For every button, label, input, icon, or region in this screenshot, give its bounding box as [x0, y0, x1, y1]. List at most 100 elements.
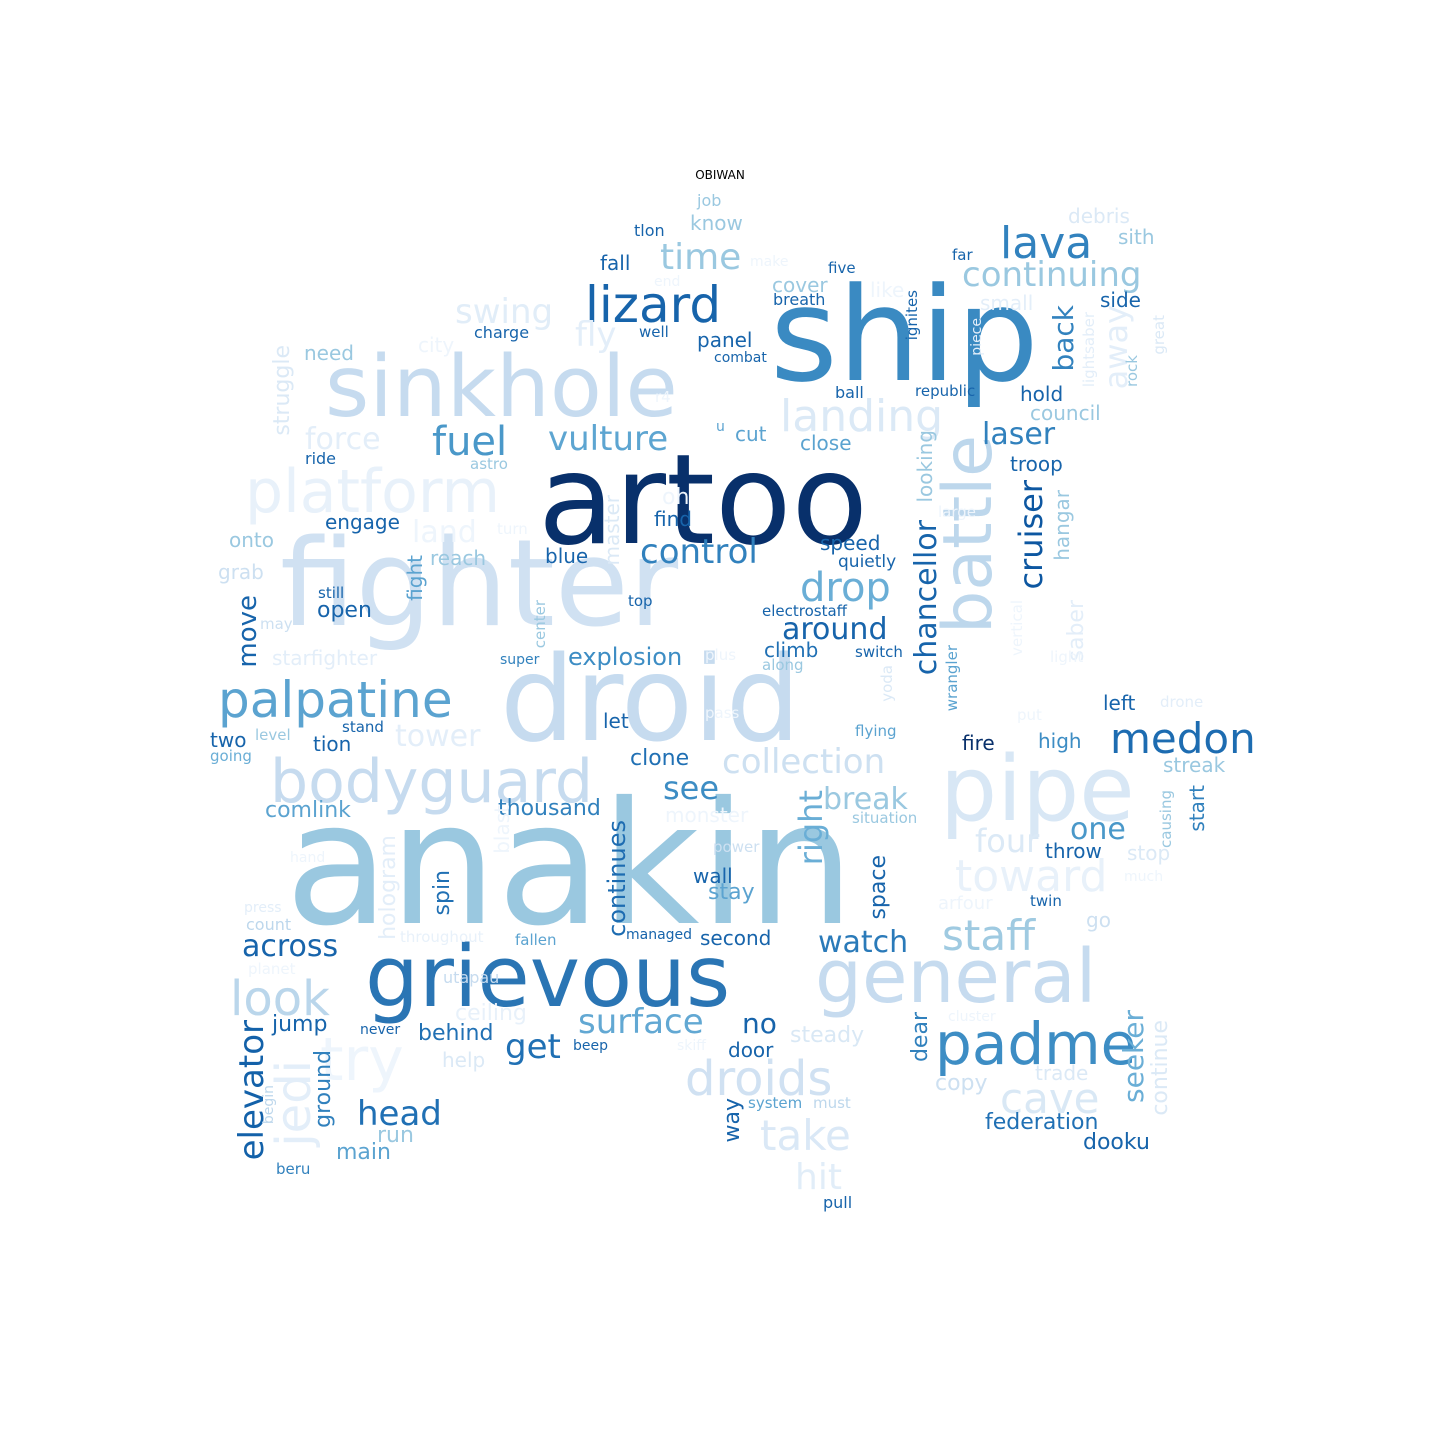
cloud-word: look — [230, 971, 330, 1027]
cloud-word: palpatine — [218, 671, 453, 729]
cloud-word: stop — [1127, 841, 1171, 865]
cloud-word: ignites — [903, 290, 921, 341]
cloud-word: dear — [908, 1012, 933, 1063]
cloud-word: move — [233, 595, 263, 668]
cloud-word: system — [748, 1094, 803, 1112]
cloud-word: stand — [342, 718, 384, 736]
cloud-word: council — [1030, 401, 1101, 425]
cloud-word: end — [654, 274, 681, 290]
cloud-word: cave — [1000, 1074, 1100, 1123]
cloud-word: close — [800, 431, 852, 455]
cloud-word: medon — [1110, 714, 1256, 763]
cloud-word: troop — [1010, 452, 1063, 476]
cloud-word: may — [260, 615, 293, 633]
cloud-word: beep — [573, 1038, 608, 1054]
cloud-word: fly — [575, 315, 617, 355]
cloud-word: much — [1124, 869, 1164, 885]
cloud-word: ceiling — [455, 1001, 527, 1026]
cloud-word: piece — [969, 318, 985, 356]
cloud-word: open — [317, 598, 372, 623]
cloud-word: flying — [855, 722, 897, 740]
cloud-word: looking — [913, 430, 937, 503]
cloud-title: OBIWAN — [695, 168, 745, 182]
cloud-word: throughout — [400, 928, 484, 946]
cloud-word: causing — [1157, 790, 1175, 848]
cloud-word: across — [242, 929, 339, 964]
cloud-word: great — [1150, 315, 1168, 355]
cloud-word: cruiser — [1012, 480, 1050, 590]
cloud-word: around — [782, 612, 888, 647]
cloud-word: oh — [662, 485, 690, 510]
cloud-word: land — [412, 515, 477, 550]
cloud-word: cluster — [948, 1009, 996, 1025]
cloud-word: space — [866, 855, 891, 920]
cloud-word: rock — [1123, 355, 1141, 387]
cloud-word: federation — [985, 1110, 1099, 1135]
cloud-word: collection — [722, 742, 886, 782]
cloud-word: droid — [500, 630, 801, 768]
cloud-word: head — [357, 1094, 442, 1134]
cloud-word: master — [600, 495, 624, 566]
cloud-word: republic — [915, 382, 976, 400]
cloud-word: side — [1100, 288, 1141, 312]
cloud-word: like — [870, 278, 905, 302]
cloud-word: copy — [935, 1071, 988, 1096]
cloud-word: breath — [773, 290, 826, 309]
cloud-word: pull — [823, 1193, 853, 1212]
cloud-word: find — [654, 507, 692, 531]
cloud-word: lightsaber — [1080, 312, 1098, 388]
cloud-word: fire — [962, 731, 995, 755]
cloud-word: spin — [430, 870, 455, 916]
cloud-word: run — [377, 1123, 414, 1148]
cloud-word: continue — [1148, 1020, 1173, 1116]
cloud-word: force — [305, 422, 381, 457]
cloud-word: toward — [955, 851, 1108, 902]
cloud-word: tlon — [634, 221, 665, 240]
cloud-word: tion — [313, 732, 352, 756]
cloud-word: bodyguard — [270, 747, 593, 817]
cloud-word: seeker — [1117, 1010, 1150, 1103]
cloud-word: sith — [1118, 225, 1155, 249]
cloud-word: start — [1185, 785, 1209, 832]
cloud-word: get — [505, 1027, 561, 1067]
cloud-word: throw — [1045, 839, 1102, 863]
cloud-word: electrostaff — [762, 602, 847, 620]
cloud-word: hold — [1020, 382, 1064, 406]
cloud-word: reach — [430, 546, 487, 570]
cloud-word: cut — [735, 422, 767, 446]
cloud-word: along — [762, 656, 804, 674]
cloud-word: managed — [626, 927, 693, 943]
cloud-word: grievous — [365, 928, 731, 1027]
cloud-word: quietly — [838, 552, 897, 572]
cloud-word: laser — [982, 417, 1056, 452]
cloud-word: utapau — [443, 968, 500, 987]
cloud-word: watch — [818, 925, 909, 960]
cloud-word: job — [697, 191, 722, 210]
cloud-word: general — [815, 934, 1097, 1020]
cloud-word: platform — [245, 457, 500, 527]
cloud-word: charge — [474, 323, 530, 342]
cloud-word: ground — [311, 1050, 336, 1128]
cloud-word: high — [1038, 729, 1082, 753]
cloud-word: anakin — [285, 766, 855, 964]
cloud-word: level — [255, 726, 291, 744]
cloud-word: fighter — [280, 515, 679, 654]
cloud-word: four — [975, 822, 1040, 860]
cloud-word: beru — [276, 1160, 311, 1178]
cloud-word: begin — [261, 1085, 277, 1125]
cloud-word: vulture — [548, 419, 669, 459]
cloud-word: see — [663, 769, 720, 807]
cloud-word: press — [244, 900, 282, 916]
cloud-word: struggle — [270, 345, 295, 436]
cloud-word: top — [628, 592, 653, 610]
cloud-word: must — [813, 1094, 851, 1112]
cloud-word: way — [720, 1098, 745, 1143]
cloud-word: ball — [835, 383, 864, 402]
cloud-word: artoo — [538, 428, 868, 573]
cloud-word: switch — [855, 643, 903, 661]
cloud-word: left — [1103, 691, 1136, 715]
cloud-word: control — [640, 532, 758, 572]
cloud-word: pipe — [940, 737, 1135, 842]
cloud-word: one — [1070, 812, 1126, 847]
